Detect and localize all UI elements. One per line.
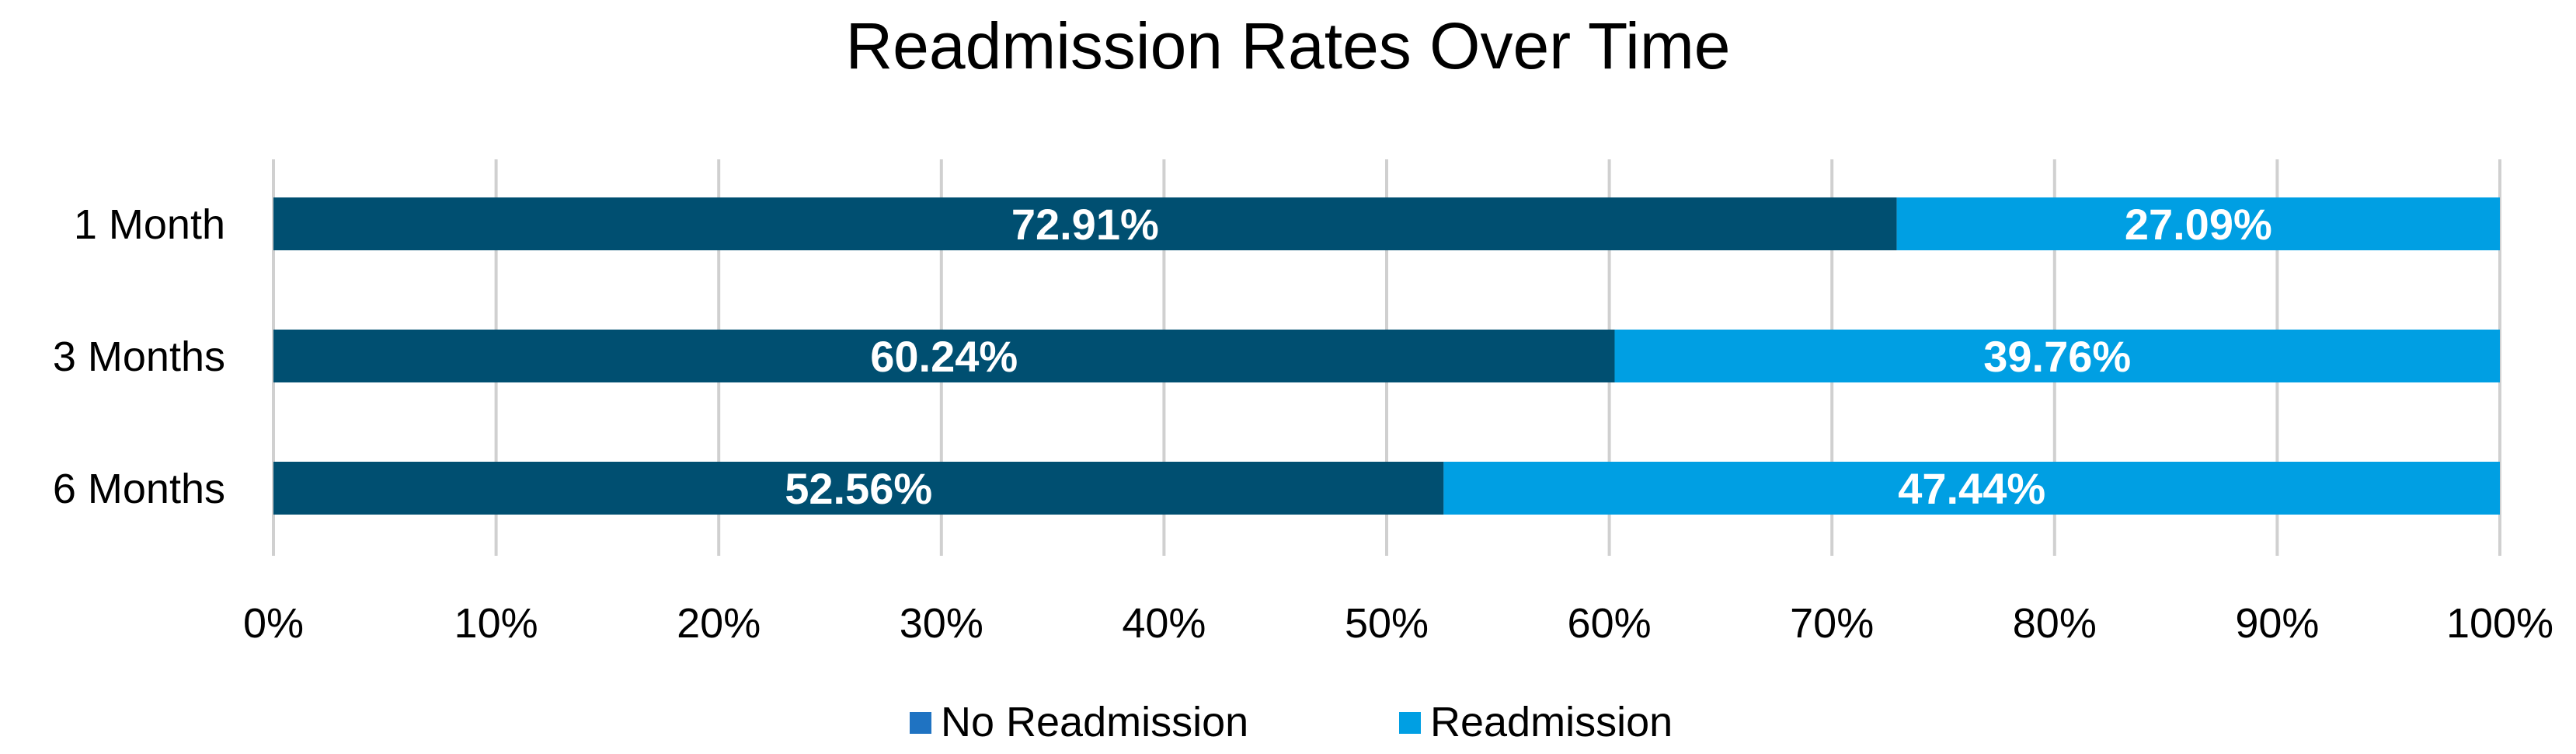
legend-swatch-1	[1399, 712, 1421, 734]
x-tick-label-3: 30%	[900, 600, 983, 647]
category-label-2: 6 Months	[53, 466, 225, 512]
bar-2-0	[273, 462, 1444, 515]
x-tick-label-8: 80%	[2013, 600, 2097, 647]
chart-title: Readmission Rates Over Time	[845, 9, 1730, 82]
data-label-0-1: 27.09%	[2125, 200, 2272, 249]
legend-label-0: No Readmission	[941, 699, 1248, 745]
x-tick-label-1: 10%	[454, 600, 538, 647]
x-tick-label-2: 20%	[677, 600, 761, 647]
data-label-1-1: 39.76%	[1983, 332, 2131, 381]
category-label-0: 1 Month	[74, 201, 225, 248]
legend-swatch-0	[910, 712, 931, 734]
x-tick-label-0: 0%	[243, 600, 304, 647]
x-tick-label-5: 50%	[1345, 600, 1429, 647]
x-tick-label-7: 70%	[1790, 600, 1874, 647]
bar-0-0	[273, 197, 1897, 250]
legend-label-1: Readmission	[1430, 699, 1673, 745]
data-labels: 72.91% 27.09% 60.24% 39.76% 52.56% 47.44%	[785, 200, 2272, 513]
bar-1-0	[273, 330, 1615, 382]
x-axis-tick-labels: 0% 10% 20% 30% 40% 50% 60% 70% 80% 90% 100%	[243, 600, 2553, 647]
category-label-1: 3 Months	[53, 333, 225, 380]
category-labels: 1 Month 3 Months 6 Months	[53, 201, 225, 512]
legend: No Readmission Readmission	[910, 699, 1673, 745]
x-tick-label-9: 90%	[2235, 600, 2319, 647]
x-tick-label-10: 100%	[2446, 600, 2553, 647]
data-label-0-0: 72.91%	[1011, 200, 1159, 249]
bars	[273, 197, 2500, 515]
bar-2-1	[1443, 462, 2500, 515]
x-tick-label-4: 40%	[1122, 600, 1206, 647]
bar-0-1	[1896, 197, 2500, 250]
data-label-2-1: 47.44%	[1898, 464, 2045, 513]
data-label-2-0: 52.56%	[785, 464, 932, 513]
x-tick-label-6: 60%	[1568, 600, 1652, 647]
bar-1-1	[1614, 330, 2500, 382]
data-label-1-0: 60.24%	[870, 332, 1018, 381]
